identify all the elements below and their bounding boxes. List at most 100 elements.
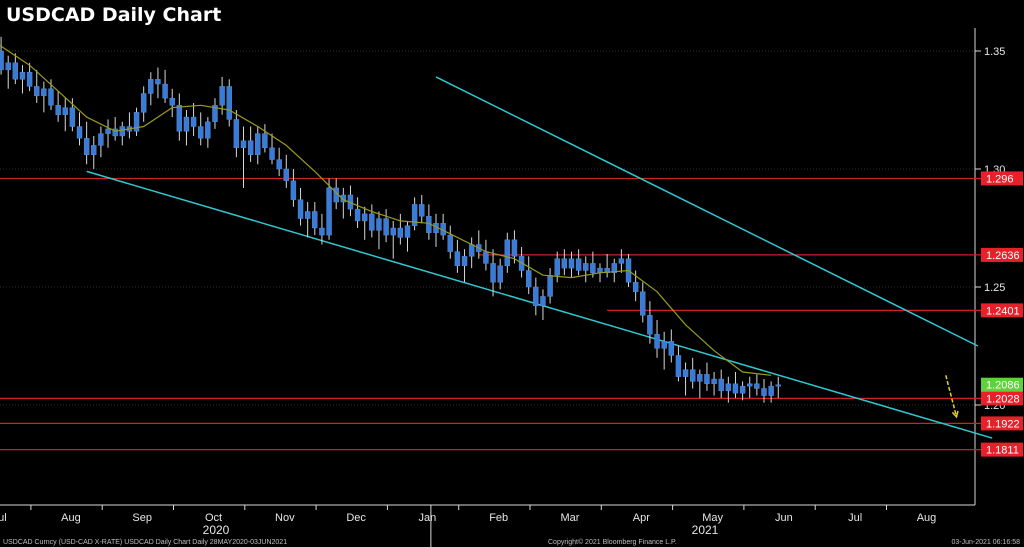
candle-body-90	[568, 258, 575, 269]
candle-body-111	[718, 378, 724, 392]
level-badge-1	[981, 247, 1023, 262]
candle-body-35	[176, 105, 183, 132]
xtick-label-5: Dec	[346, 512, 366, 524]
candle-body-31	[148, 79, 154, 94]
candle-body-36	[183, 116, 190, 132]
candle-body-92	[583, 263, 589, 271]
candle-body-30	[140, 93, 147, 113]
candle-body-51	[290, 180, 297, 200]
xtick-label-1: Aug	[61, 512, 81, 524]
footer-right: 03-Jun-2021 06:16:58	[952, 539, 1021, 546]
candle-body-73	[447, 234, 453, 252]
candle-body-42	[226, 86, 232, 120]
candle-body-37	[190, 116, 197, 127]
candle-body-54	[312, 211, 318, 229]
level-badge-4	[981, 416, 1023, 431]
footer-left: USDCAD Curncy (USD-CAD X-RATE) USDCAD Da…	[3, 539, 287, 546]
moving-average	[0, 45, 772, 376]
y-axis-ticks: 1.201.251.301.35	[975, 46, 1005, 412]
channel-upper-line	[435, 76, 979, 347]
candle-body-88	[554, 258, 560, 276]
candle-body-118	[768, 385, 774, 396]
candle-body-80	[497, 265, 503, 283]
candle-body-60	[354, 208, 361, 222]
xtick-label-0: Jul	[0, 512, 7, 524]
xtick-label-6: Jan	[419, 512, 437, 524]
candle-body-20	[69, 107, 76, 127]
level-badge-2	[981, 303, 1023, 318]
candle-body-55	[319, 227, 325, 236]
candle-body-33	[162, 83, 168, 99]
candle-body-95	[604, 267, 610, 274]
candle-body-13	[19, 72, 26, 80]
level-label-2: 1.2401	[986, 305, 1020, 317]
candle-body-46	[255, 133, 261, 156]
candle-body-34	[169, 97, 175, 106]
candle-body-65	[390, 227, 396, 236]
level-labels: 1.296 1.2636 1.2401 1.2028 1.1922 1.1811 1.208…	[981, 171, 1023, 457]
candle-body-105	[675, 355, 682, 377]
candle-body-84	[526, 270, 532, 288]
candle-body-50	[283, 168, 289, 182]
candle-body-58	[340, 194, 347, 203]
candle-body-32	[155, 79, 161, 85]
level-badge-3	[981, 391, 1023, 406]
candle-body-76	[468, 244, 475, 257]
candle-body-38	[198, 126, 204, 139]
horizontal-levels	[0, 177, 981, 451]
candle-body-29	[133, 112, 140, 132]
candle-body-53	[304, 211, 311, 219]
projection-arrow	[945, 375, 959, 419]
candle-body-52	[297, 199, 304, 219]
candle-body-66	[397, 227, 404, 238]
candle-body-104	[668, 341, 674, 356]
candle-body-106	[682, 369, 689, 377]
channel-lower-line	[86, 170, 993, 439]
candle-body-26	[112, 128, 118, 137]
x-axis-ticks: Jul Aug Sep Oct Nov Dec Jan Feb Mar Apr May Jun Jul A…	[0, 505, 936, 547]
candle-body-47	[262, 133, 268, 148]
candle-body-115	[747, 383, 753, 387]
candle-body-112	[725, 383, 732, 392]
last-price-badge	[981, 377, 1023, 392]
candle-body-12	[12, 62, 19, 80]
candle-body-10	[0, 50, 4, 71]
candle-body-24	[98, 133, 104, 146]
candle-body-68	[411, 204, 418, 226]
xtick-label-13: Aug	[917, 512, 937, 524]
level-label-0: 1.296	[986, 173, 1014, 185]
candle-body-103	[661, 341, 667, 349]
level-label-5: 1.1811	[986, 445, 1019, 457]
level-label-1: 1.2636	[986, 250, 1020, 262]
candle-body-56	[326, 187, 332, 236]
xtick-label-3: Oct	[205, 512, 222, 524]
candle-body-116	[754, 383, 760, 389]
xtick-label-8: Mar	[561, 512, 580, 524]
footer-center: Copyright© 2021 Bloomberg Finance L.P.	[548, 538, 677, 546]
candle-body-39	[205, 121, 211, 139]
candle-body-110	[711, 378, 717, 384]
candle-body-14	[26, 72, 33, 87]
candle-body-21	[76, 126, 83, 139]
candle-body-18	[55, 105, 61, 115]
xtick-label-11: Jun	[775, 512, 793, 524]
candle-body-22	[83, 138, 90, 156]
projection-arrowhead	[951, 410, 959, 419]
candle-body-23	[91, 145, 97, 156]
candle-body-64	[383, 218, 389, 236]
candle-body-40	[212, 105, 218, 122]
xtick-label-12: Jul	[848, 512, 862, 524]
candle-body-87	[547, 275, 553, 297]
trend-channel	[86, 76, 993, 439]
candle-body-109	[704, 374, 710, 384]
candle-body-67	[404, 225, 411, 238]
candle-body-85	[533, 286, 539, 307]
level-badge-0	[981, 171, 1023, 186]
level-badge-5	[981, 442, 1023, 457]
candle-body-107	[689, 369, 696, 382]
candle-body-100	[640, 291, 646, 316]
candle-body-96	[611, 263, 617, 274]
chart-title: USDCAD Daily Chart	[6, 4, 221, 26]
